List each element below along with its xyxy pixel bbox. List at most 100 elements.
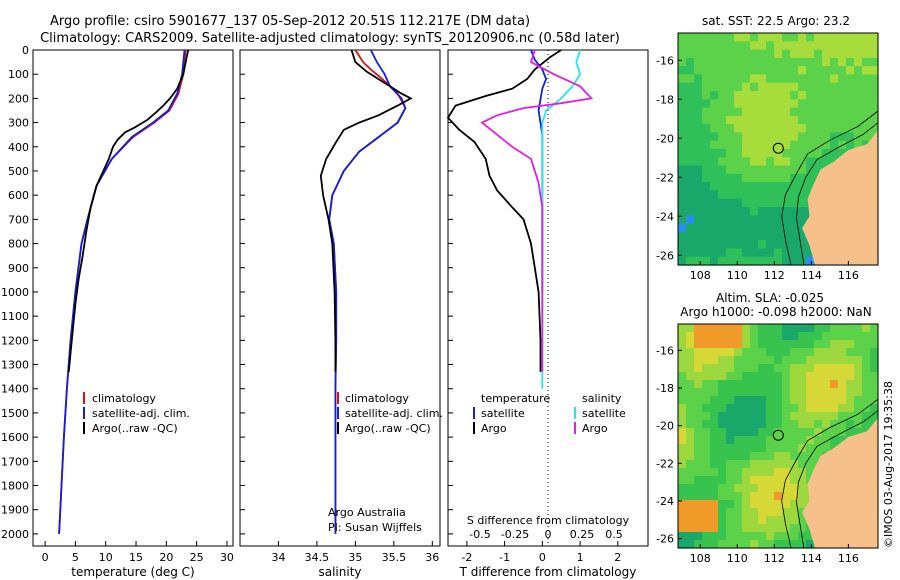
map-cell	[774, 332, 783, 341]
map-cell	[694, 380, 703, 389]
map-cell	[846, 82, 855, 92]
map-cell	[718, 372, 727, 381]
map-cell	[766, 223, 775, 233]
map-cell	[678, 99, 687, 109]
map-cell	[854, 57, 863, 67]
map-cell	[782, 508, 791, 517]
map-cell	[870, 107, 879, 117]
map-cell	[806, 324, 815, 333]
map-cell	[766, 248, 775, 258]
series-line-satellite-adj-clim-	[58, 49, 186, 534]
sla-map-frame	[677, 323, 879, 549]
map-cell	[782, 420, 791, 429]
map-cell	[774, 532, 783, 541]
map-cell	[798, 198, 807, 208]
map-cell	[710, 240, 719, 249]
map-cell	[766, 149, 775, 158]
map-cell	[782, 124, 791, 133]
map-cell	[814, 388, 823, 397]
map-cell	[734, 532, 743, 541]
map-cell	[694, 332, 703, 341]
map-cell	[774, 240, 783, 249]
map-cell	[710, 516, 719, 525]
map-cell	[862, 412, 871, 421]
map-cell	[798, 364, 807, 373]
map-cell	[830, 428, 839, 437]
map-cell	[830, 99, 839, 109]
map-cell	[734, 348, 743, 357]
map-cell	[774, 380, 783, 389]
map-cell	[678, 198, 687, 208]
map-cell	[734, 198, 743, 208]
map-cell	[718, 115, 727, 125]
map-cell	[694, 460, 703, 469]
header-line-2: Climatology: CARS2009. Satellite-adjuste…	[40, 31, 620, 46]
map-cell	[766, 436, 775, 445]
map-cell	[686, 484, 695, 493]
map-cell	[846, 348, 855, 357]
sst-map: sat. SST: 22.5 Argo: 23.2 108 110 112 114 11…	[656, 14, 879, 282]
map-cell	[806, 33, 815, 42]
map-cell	[710, 524, 719, 533]
map-cell	[790, 74, 799, 84]
map-cell	[758, 231, 767, 241]
map-cell	[686, 248, 695, 258]
map-cell	[766, 420, 775, 429]
map-cell	[678, 484, 687, 493]
map-cell	[702, 540, 711, 549]
map-cell	[710, 436, 719, 445]
map-cell	[686, 66, 695, 75]
map-cell	[758, 484, 767, 493]
map-cell	[854, 372, 863, 381]
map-cell	[782, 149, 791, 158]
s-difference-label: S difference from climatology	[467, 514, 630, 527]
map-cell	[838, 420, 847, 429]
map-cell	[830, 332, 839, 341]
top-tick-label: 0.25	[570, 528, 595, 541]
map-cell	[790, 340, 799, 349]
map-cell	[686, 41, 695, 51]
map-cell	[710, 476, 719, 485]
map-cell	[822, 140, 831, 150]
map-cell	[758, 396, 767, 405]
map-cell	[694, 91, 703, 100]
map-cell	[790, 380, 799, 389]
map-cell	[678, 540, 687, 549]
map-cell	[782, 444, 791, 453]
map-cell	[718, 198, 727, 208]
map-cell	[870, 91, 879, 100]
map-cell	[742, 540, 751, 549]
map-cell	[774, 99, 783, 109]
map-cell	[774, 91, 783, 100]
map-cell	[686, 231, 695, 241]
map-cell	[870, 115, 879, 125]
map-cell	[726, 356, 735, 365]
map-cell	[702, 149, 711, 158]
map-cell	[846, 364, 855, 373]
map-cell	[702, 33, 711, 42]
map-cell	[798, 412, 807, 421]
map-cell	[694, 223, 703, 233]
map-cell	[822, 404, 831, 413]
series-line-argo-raw-qc-	[319, 49, 413, 372]
map-cell	[854, 107, 863, 117]
map-cell	[694, 231, 703, 241]
x-tick-label: 15	[129, 551, 143, 564]
map-cell	[718, 165, 727, 175]
y-tick-label: 0	[22, 44, 29, 57]
map-cell	[686, 500, 695, 509]
legend-climatology: climatology	[92, 392, 156, 405]
difference-legend-salinity: salinity satellite Argo	[574, 392, 626, 435]
map-cell	[870, 74, 879, 84]
top-tick-label: 0.5	[605, 528, 623, 541]
map-cell	[774, 49, 783, 59]
map-cell	[750, 256, 759, 266]
map-cell	[838, 340, 847, 349]
map-cell	[790, 182, 799, 191]
map-cell	[782, 428, 791, 437]
map-cell	[710, 74, 719, 84]
sla-map-subtitle: Argo h1000: -0.098 h2000: NaN	[680, 305, 872, 319]
map-cell	[734, 107, 743, 117]
map-cell	[702, 468, 711, 477]
map-cell	[726, 348, 735, 357]
